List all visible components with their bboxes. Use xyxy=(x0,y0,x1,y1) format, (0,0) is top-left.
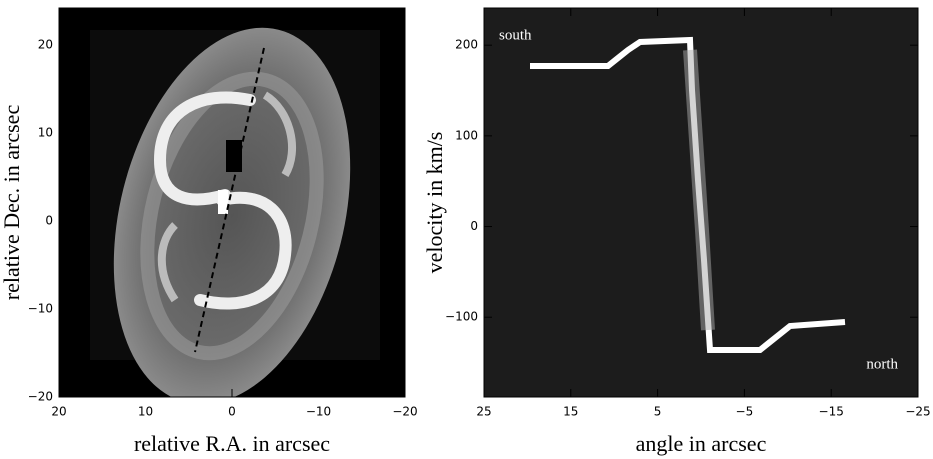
galaxy-image xyxy=(59,8,405,397)
y-tick-label: 0 xyxy=(45,213,53,227)
x-tick-label: −20 xyxy=(392,405,417,419)
y-tick-label: −10 xyxy=(28,301,53,315)
x-tick-label: −10 xyxy=(306,405,331,419)
y-axis-title: relative Dec. in arcsec xyxy=(0,105,24,301)
pv-image xyxy=(484,8,918,397)
x-tick-label: 20 xyxy=(51,405,66,419)
annotation: south xyxy=(499,27,532,43)
x-tick-label: −25 xyxy=(905,405,930,419)
y-tick-label: 10 xyxy=(38,125,53,139)
x-axis-title: relative R.A. in arcsec xyxy=(134,431,330,456)
x-tick-label: −15 xyxy=(819,405,844,419)
y-tick-label: 20 xyxy=(38,37,53,51)
x-tick-label: 5 xyxy=(654,405,662,419)
frame xyxy=(483,7,919,398)
x-axis-title: angle in arcsec xyxy=(636,431,767,456)
y-tick-label: −20 xyxy=(28,390,53,404)
y-axis-title: velocity in km/s xyxy=(422,132,447,274)
x-tick-label: 10 xyxy=(138,405,153,419)
x-tick-label: 0 xyxy=(228,405,236,419)
annotation: north xyxy=(866,356,898,372)
x-tick-label: 25 xyxy=(476,405,491,419)
x-tick-label: 15 xyxy=(563,405,578,419)
x-tick-label: −5 xyxy=(736,405,754,419)
y-tick-label: −100 xyxy=(445,310,478,324)
y-tick-label: 0 xyxy=(470,219,478,233)
y-tick-label: 200 xyxy=(455,38,478,52)
y-tick-label: 100 xyxy=(455,128,478,142)
